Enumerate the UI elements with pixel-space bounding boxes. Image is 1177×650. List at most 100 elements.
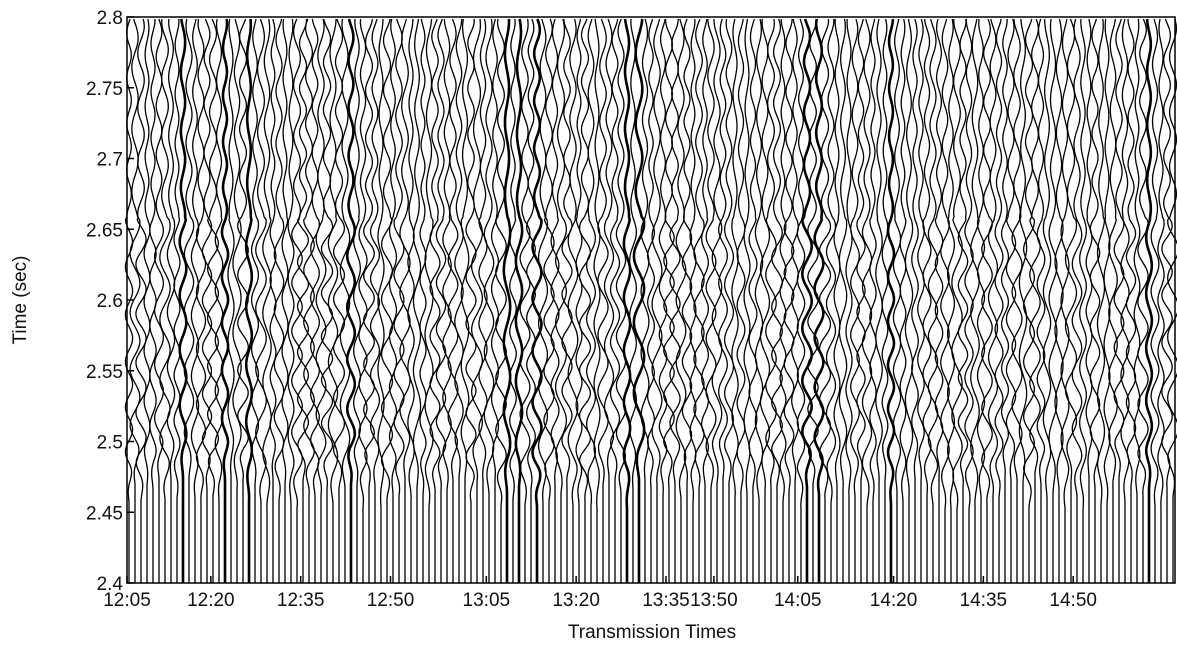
- trace: [327, 18, 339, 583]
- y-tick-label: 2.4: [97, 574, 124, 595]
- trace: [1022, 18, 1036, 583]
- trace: [838, 18, 848, 583]
- trace: [911, 18, 919, 583]
- trace: [183, 18, 195, 583]
- x-axis-label: Transmission Times: [568, 622, 736, 643]
- trace: [987, 18, 999, 583]
- trace: [315, 18, 327, 583]
- trace: [693, 18, 705, 583]
- trace: [593, 18, 601, 583]
- x-tick-label: 14:20: [870, 590, 918, 611]
- x-tick-label: 12:05: [103, 590, 151, 611]
- trace: [273, 18, 285, 583]
- trace: [796, 18, 806, 583]
- trace: [946, 18, 956, 583]
- trace: [628, 19, 638, 583]
- trace: [1071, 18, 1083, 583]
- trace: [429, 18, 441, 583]
- trace: [1161, 18, 1173, 583]
- trace: [442, 18, 452, 583]
- trace: [554, 18, 568, 583]
- trace: [1005, 18, 1017, 583]
- trace: [731, 18, 739, 583]
- trace: [1096, 18, 1106, 583]
- x-tick-label: 13:35: [642, 590, 690, 611]
- trace: [519, 18, 531, 583]
- x-tick-label: 13:05: [463, 590, 511, 611]
- trace: [957, 18, 969, 583]
- y-axis-label: Time (sec): [10, 255, 31, 344]
- trace: [1048, 18, 1058, 583]
- trace: [1157, 18, 1165, 583]
- x-tick-label: 13:50: [690, 590, 738, 611]
- trace: [1000, 18, 1010, 583]
- x-tick-label: 12:50: [367, 590, 415, 611]
- trace: [632, 18, 646, 583]
- trace: [195, 18, 207, 583]
- trace: [153, 18, 165, 583]
- trace: [1137, 18, 1149, 583]
- trace: [1018, 18, 1028, 583]
- trace: [460, 18, 470, 583]
- trace: [262, 18, 272, 583]
- trace: [976, 18, 986, 583]
- trace: [124, 18, 134, 583]
- trace: [970, 18, 980, 583]
- trace: [845, 18, 853, 583]
- trace: [1144, 18, 1154, 583]
- trace: [609, 18, 621, 583]
- trace: [1167, 18, 1177, 583]
- trace: [833, 18, 841, 583]
- trace: [369, 18, 381, 583]
- trace: [281, 18, 289, 583]
- trace: [1064, 18, 1078, 583]
- trace: [1103, 18, 1111, 583]
- trace: [850, 18, 860, 583]
- trace: [237, 18, 249, 583]
- trace: [585, 18, 597, 583]
- trace: [352, 18, 362, 583]
- trace: [345, 18, 357, 583]
- trace: [881, 18, 889, 583]
- x-tick-label: 12:20: [187, 590, 235, 611]
- trace: [320, 18, 334, 583]
- trace: [561, 18, 573, 583]
- trace: [214, 18, 224, 583]
- trace: [550, 18, 560, 583]
- trace: [743, 18, 751, 583]
- trace: [705, 18, 717, 583]
- y-tick-label: 2.6: [97, 291, 123, 312]
- trace: [388, 18, 398, 583]
- trace: [940, 18, 950, 583]
- trace: [578, 18, 592, 583]
- trace: [904, 18, 914, 583]
- trace: [994, 18, 1004, 583]
- trace: [964, 19, 974, 583]
- trace: [981, 18, 993, 583]
- trace: [1060, 18, 1070, 583]
- trace: [765, 18, 777, 583]
- trace: [250, 18, 260, 583]
- x-tick-label: 14:35: [960, 590, 1008, 611]
- y-tick-label: 2.65: [86, 220, 123, 241]
- y-tick-label: 2.7: [97, 150, 123, 171]
- trace: [669, 18, 681, 583]
- trace: [407, 18, 415, 583]
- trace: [1079, 18, 1087, 583]
- trace: [419, 18, 427, 583]
- y-tick-label: 2.8: [97, 8, 123, 29]
- trace: [149, 18, 157, 583]
- trace: [514, 18, 524, 583]
- trace: [291, 18, 303, 583]
- trace: [718, 18, 728, 583]
- trace: [178, 18, 188, 583]
- x-tick-label: 14:05: [774, 590, 822, 611]
- trace: [220, 18, 230, 583]
- trace: [227, 18, 235, 583]
- trace: [934, 18, 944, 583]
- trace: [917, 18, 925, 583]
- trace: [232, 18, 242, 583]
- trace: [899, 18, 907, 583]
- trace: [412, 18, 422, 583]
